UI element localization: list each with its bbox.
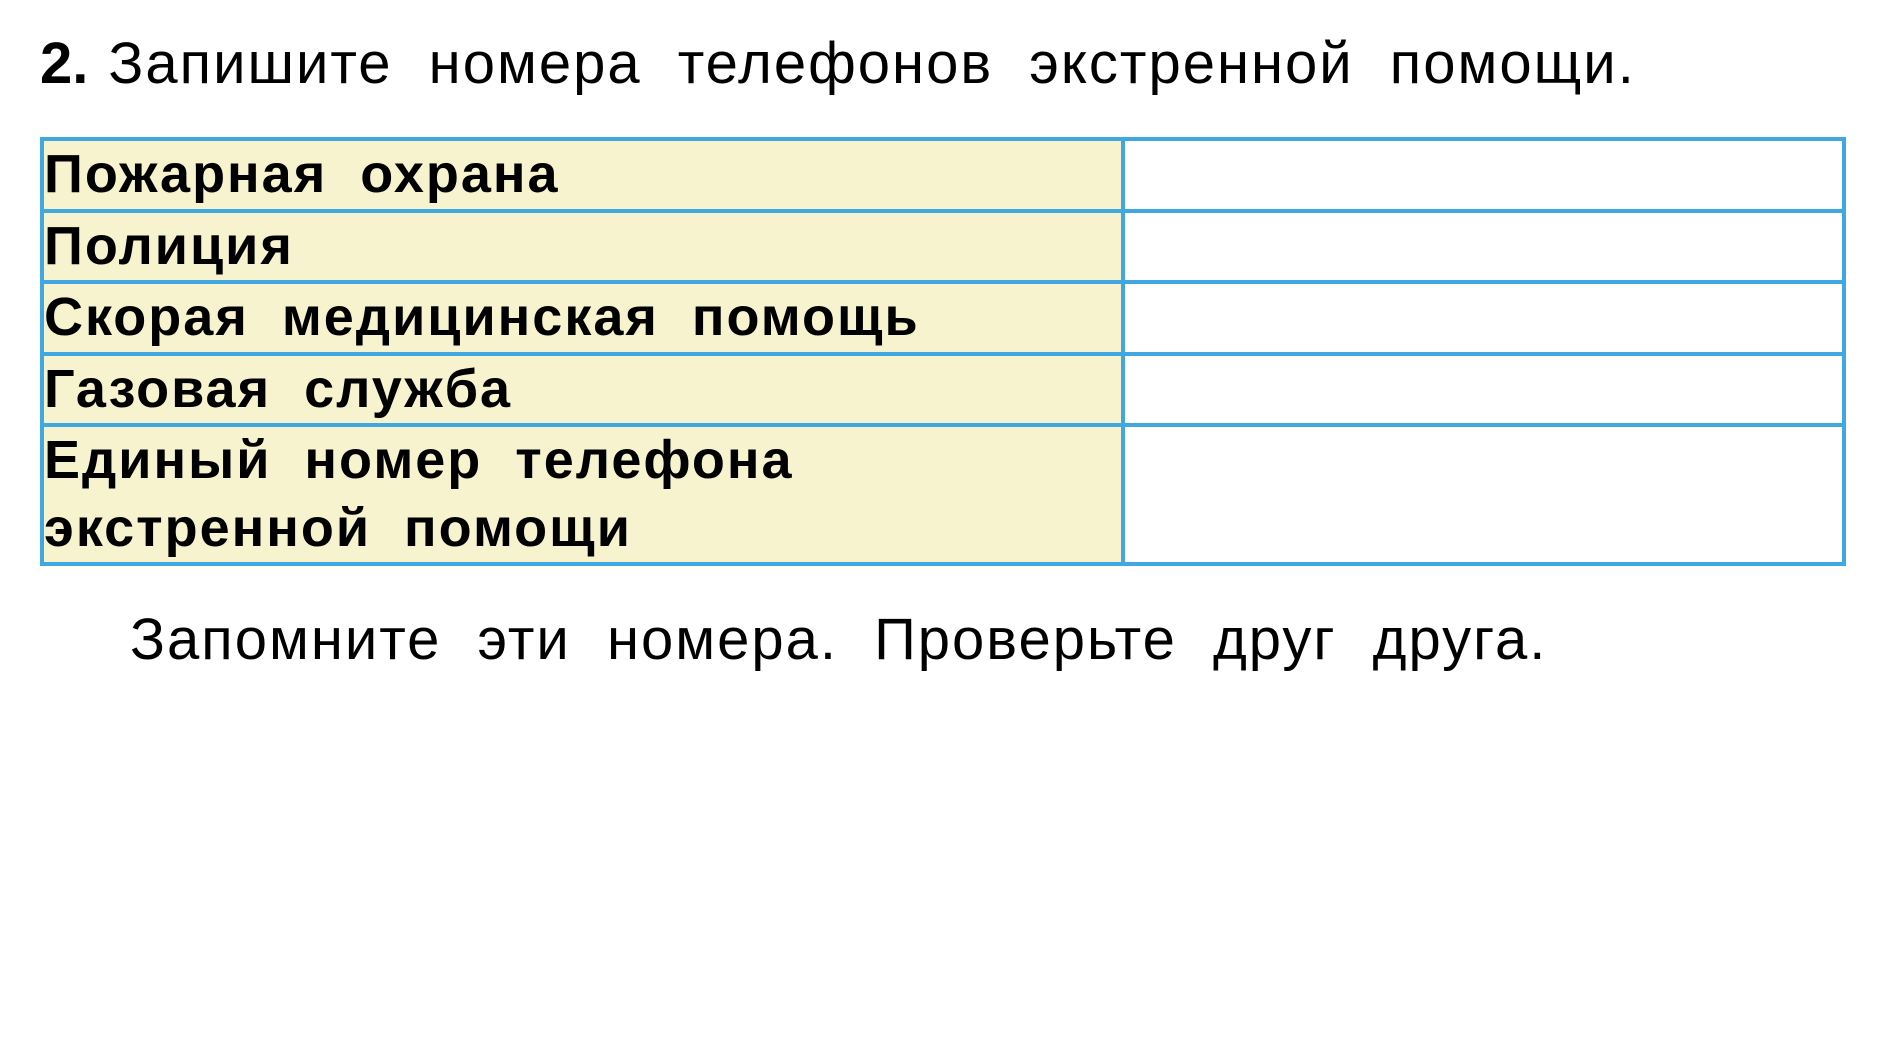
footer-text: Запомните эти номера. Проверьте друг дру… [40,606,1846,673]
table-row: Пожарная охрана [42,139,1844,211]
row-label-gas: Газовая служба [42,354,1123,426]
table-row: Единый номер телефона экстренной помощи [42,425,1844,564]
row-label-fire: Пожарная охрана [42,139,1123,211]
row-label-police: Полиция [42,211,1123,283]
question-text: Запишите номера телефонов экстренной пом… [108,30,1635,97]
table-row: Скорая медицинская помощь [42,282,1844,354]
question-line: 2. Запишите номера телефонов экстренной … [40,30,1846,97]
emergency-table: Пожарная охрана Полиция Скорая медицинск… [40,137,1846,566]
row-value-ambulance[interactable] [1123,282,1844,354]
row-label-unified: Единый номер телефона экстренной помощи [42,425,1123,564]
page-root: 2. Запишите номера телефонов экстренной … [0,0,1886,693]
row-value-police[interactable] [1123,211,1844,283]
row-value-unified[interactable] [1123,425,1844,564]
table-row: Полиция [42,211,1844,283]
table-row: Газовая служба [42,354,1844,426]
row-label-ambulance: Скорая медицинская помощь [42,282,1123,354]
row-value-gas[interactable] [1123,354,1844,426]
question-number: 2. [40,30,88,97]
row-value-fire[interactable] [1123,139,1844,211]
